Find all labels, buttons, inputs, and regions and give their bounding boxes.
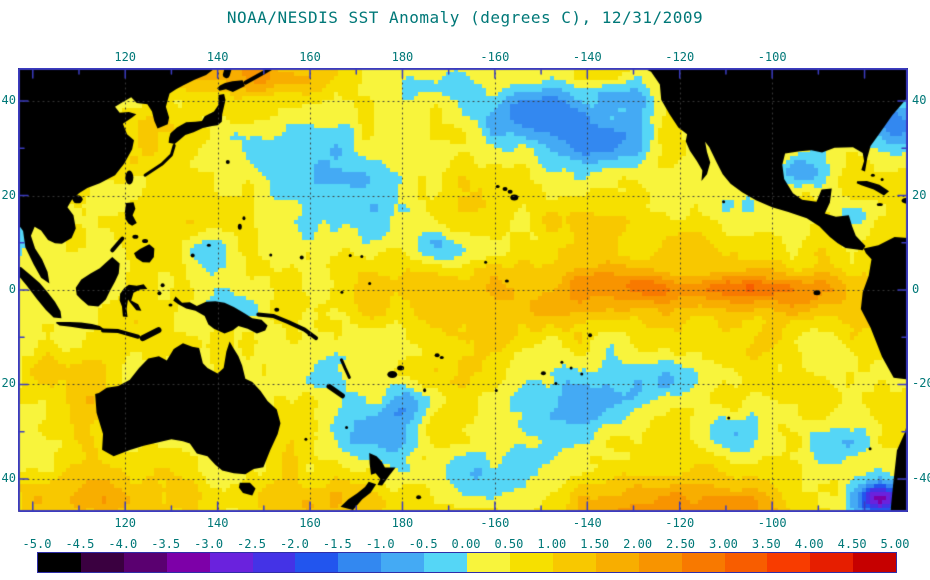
colorbar-label-4.00: 4.00 bbox=[794, 537, 824, 551]
colorbar-label-2.00: 2.00 bbox=[623, 537, 653, 551]
colorbar-label--3.5: -3.5 bbox=[151, 537, 181, 551]
lon-tick-top--160: -160 bbox=[480, 50, 510, 64]
colorbar-label-0.00: 0.00 bbox=[451, 537, 481, 551]
colorbar-label--3.0: -3.0 bbox=[194, 537, 224, 551]
lat-tick-right-40: 40 bbox=[912, 93, 927, 108]
lon-tick-top--100: -100 bbox=[757, 50, 787, 64]
lat-tick-left-40: 40 bbox=[1, 93, 16, 108]
lon-tick-top-140: 140 bbox=[206, 50, 229, 64]
lat-tick-right--20: -20 bbox=[912, 376, 930, 391]
colorbar-label--4.0: -4.0 bbox=[108, 537, 138, 551]
colorbar-segment-8 bbox=[381, 553, 425, 572]
colorbar-label--4.5: -4.5 bbox=[65, 537, 95, 551]
page-title: NOAA/NESDIS SST Anomaly (degrees C), 12/… bbox=[226, 8, 704, 27]
lon-tick-bottom--100: -100 bbox=[757, 516, 787, 530]
lon-tick-bottom-160: 160 bbox=[299, 516, 321, 530]
lon-tick-bottom--160: -160 bbox=[480, 516, 510, 530]
lon-tick-top--140: -140 bbox=[572, 50, 602, 64]
colorbar-segment-10 bbox=[467, 553, 510, 572]
sst-anomaly-map-canvas bbox=[18, 68, 908, 512]
colorbar-segment-5 bbox=[252, 553, 296, 572]
colorbar-segment-17 bbox=[767, 553, 811, 572]
colorbar-label-1.00: 1.00 bbox=[537, 537, 567, 551]
colorbar-segment-0 bbox=[38, 553, 81, 572]
colorbar-segment-2 bbox=[123, 553, 167, 572]
lon-tick-bottom--120: -120 bbox=[665, 516, 695, 530]
colorbar-segment-11 bbox=[509, 553, 553, 572]
lon-tick-bottom-180: 180 bbox=[391, 516, 414, 530]
colorbar bbox=[37, 552, 897, 573]
lat-tick-left-20: 20 bbox=[1, 187, 16, 202]
colorbar-label--0.5: -0.5 bbox=[408, 537, 438, 551]
colorbar-label--1.0: -1.0 bbox=[365, 537, 395, 551]
colorbar-label-0.50: 0.50 bbox=[494, 537, 524, 551]
lon-tick-bottom-140: 140 bbox=[206, 516, 229, 530]
colorbar-label-5.00: 5.00 bbox=[880, 537, 910, 551]
colorbar-label-4.50: 4.50 bbox=[837, 537, 867, 551]
lon-tick-top--120: -120 bbox=[665, 50, 695, 64]
lat-tick-right--40: -40 bbox=[912, 470, 930, 485]
colorbar-segment-7 bbox=[338, 553, 382, 572]
colorbar-label-2.50: 2.50 bbox=[666, 537, 695, 551]
colorbar-label--1.5: -1.5 bbox=[322, 537, 352, 551]
colorbar-label-3.00: 3.00 bbox=[708, 537, 738, 551]
lon-tick-top-120: 120 bbox=[114, 50, 137, 64]
colorbar-segment-6 bbox=[295, 553, 339, 572]
colorbar-segment-13 bbox=[595, 553, 639, 572]
colorbar-segment-1 bbox=[80, 553, 124, 572]
colorbar-segment-15 bbox=[681, 553, 725, 572]
colorbar-segment-19 bbox=[853, 553, 897, 572]
colorbar-segment-14 bbox=[638, 553, 682, 572]
colorbar-segment-4 bbox=[209, 553, 253, 572]
lat-tick-left-0: 0 bbox=[8, 282, 16, 296]
colorbar-segment-3 bbox=[166, 553, 210, 572]
lat-tick-left--40: -40 bbox=[0, 470, 16, 485]
lon-tick-top-160: 160 bbox=[299, 50, 321, 64]
lon-tick-top-180: 180 bbox=[391, 50, 414, 64]
colorbar-label--2.0: -2.0 bbox=[279, 537, 309, 551]
lon-tick-bottom--140: -140 bbox=[572, 516, 602, 530]
colorbar-label--5.0: -5.0 bbox=[22, 537, 52, 551]
lat-tick-right-20: 20 bbox=[912, 187, 927, 202]
lon-tick-bottom-120: 120 bbox=[114, 516, 137, 530]
lat-tick-left--20: -20 bbox=[0, 376, 16, 391]
colorbar-segment-18 bbox=[810, 553, 854, 572]
colorbar-segment-9 bbox=[424, 553, 468, 572]
colorbar-label--2.5: -2.5 bbox=[237, 537, 266, 551]
colorbar-label-3.50: 3.50 bbox=[751, 537, 781, 551]
colorbar-label-1.50: 1.50 bbox=[580, 537, 610, 551]
colorbar-segment-12 bbox=[552, 553, 596, 572]
colorbar-segment-16 bbox=[724, 553, 768, 572]
lat-tick-right-0: 0 bbox=[912, 282, 920, 296]
